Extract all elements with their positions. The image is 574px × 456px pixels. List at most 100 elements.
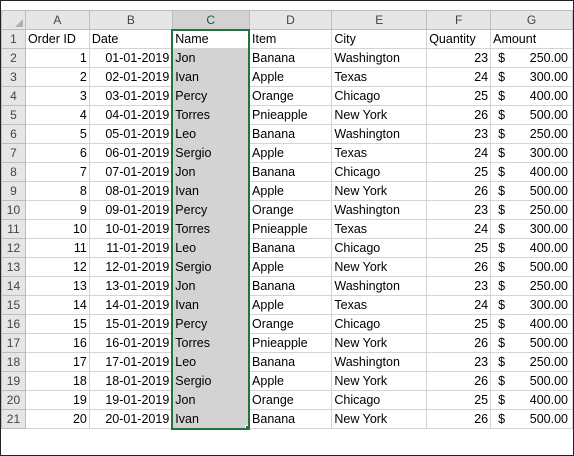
cell-city[interactable]: Chicago <box>331 390 428 410</box>
cell-date[interactable]: 19-01-2019 <box>88 390 173 410</box>
cell-quantity-header[interactable]: Quantity <box>426 29 492 49</box>
cell-quantity[interactable]: 23 <box>426 48 492 68</box>
cell-amount[interactable]: $500.00 <box>490 257 573 277</box>
cell-name[interactable]: Percy <box>171 314 251 334</box>
cell-quantity[interactable]: 25 <box>426 314 492 334</box>
cell-amount[interactable]: $250.00 <box>490 276 573 296</box>
cell-amount[interactable]: $400.00 <box>490 314 573 334</box>
cell-name[interactable]: Jon <box>171 48 251 68</box>
cell-name[interactable]: Ivan <box>171 409 251 430</box>
cell-quantity[interactable]: 23 <box>426 352 492 372</box>
cell-quantity[interactable]: 24 <box>426 67 492 87</box>
cell-date[interactable]: 04-01-2019 <box>88 105 173 125</box>
cell-item[interactable]: Orange <box>248 390 333 410</box>
cell-date[interactable]: 07-01-2019 <box>88 162 173 182</box>
cell-name[interactable]: Torres <box>171 333 251 353</box>
cell-date-header[interactable]: Date <box>88 29 173 49</box>
cell-item[interactable]: Orange <box>248 86 333 106</box>
cell-name[interactable]: Sergio <box>171 371 251 391</box>
column-header-f[interactable]: F <box>426 10 492 30</box>
cell-order-id[interactable]: 3 <box>24 86 90 106</box>
cell-amount[interactable]: $400.00 <box>490 238 573 258</box>
cell-city[interactable]: Texas <box>331 67 428 87</box>
cell-city[interactable]: Chicago <box>331 314 428 334</box>
cell-city[interactable]: Texas <box>331 143 428 163</box>
cell-city[interactable]: Washington <box>331 276 428 296</box>
cell-amount[interactable]: $300.00 <box>490 219 573 239</box>
cell-date[interactable]: 12-01-2019 <box>88 257 173 277</box>
cell-quantity[interactable]: 23 <box>426 124 492 144</box>
column-header-c[interactable]: C <box>171 10 250 31</box>
cell-amount[interactable]: $300.00 <box>490 295 573 315</box>
row-number[interactable]: 13 <box>1 257 26 277</box>
cell-quantity[interactable]: 25 <box>426 390 492 410</box>
cell-city[interactable]: Texas <box>331 295 428 315</box>
cell-quantity[interactable]: 26 <box>426 409 492 429</box>
cell-city[interactable]: New York <box>331 333 428 353</box>
cell-name[interactable]: Ivan <box>171 181 251 201</box>
cell-order-id-header[interactable]: Order ID <box>24 29 90 49</box>
cell-date[interactable]: 11-01-2019 <box>88 238 173 258</box>
cell-city[interactable]: New York <box>331 105 428 125</box>
cell-quantity[interactable]: 25 <box>426 162 492 182</box>
row-number[interactable]: 21 <box>1 409 26 429</box>
cell-quantity[interactable]: 26 <box>426 257 492 277</box>
cell-date[interactable]: 05-01-2019 <box>88 124 173 144</box>
cell-order-id[interactable]: 2 <box>24 67 90 87</box>
cell-city[interactable]: Chicago <box>331 238 428 258</box>
cell-name[interactable]: Leo <box>171 238 251 258</box>
cell-order-id[interactable]: 13 <box>24 276 90 296</box>
cell-item[interactable]: Apple <box>248 181 333 201</box>
cell-item[interactable]: Apple <box>248 295 333 315</box>
cell-order-id[interactable]: 6 <box>24 143 90 163</box>
cell-amount[interactable]: $400.00 <box>490 162 573 182</box>
row-number[interactable]: 6 <box>1 124 26 144</box>
cell-quantity[interactable]: 24 <box>426 219 492 239</box>
cell-order-id[interactable]: 4 <box>24 105 90 125</box>
cell-item[interactable]: Banana <box>248 409 333 429</box>
cell-name[interactable]: Leo <box>171 124 251 144</box>
cell-date[interactable]: 14-01-2019 <box>88 295 173 315</box>
select-all-corner[interactable] <box>1 10 26 30</box>
cell-quantity[interactable]: 24 <box>426 143 492 163</box>
cell-order-id[interactable]: 7 <box>24 162 90 182</box>
cell-order-id[interactable]: 14 <box>24 295 90 315</box>
row-number[interactable]: 17 <box>1 333 26 353</box>
cell-date[interactable]: 01-01-2019 <box>88 48 173 68</box>
cell-amount[interactable]: $300.00 <box>490 67 573 87</box>
cell-name[interactable]: Sergio <box>171 257 251 277</box>
cell-name[interactable]: Leo <box>171 352 251 372</box>
column-header-e[interactable]: E <box>331 10 428 30</box>
cell-order-id[interactable]: 5 <box>24 124 90 144</box>
cell-city[interactable]: Texas <box>331 219 428 239</box>
column-header-d[interactable]: D <box>248 10 333 30</box>
cell-order-id[interactable]: 11 <box>24 238 90 258</box>
cell-city-header[interactable]: City <box>331 29 428 49</box>
cell-item[interactable]: Pnieapple <box>248 219 333 239</box>
cell-amount[interactable]: $400.00 <box>490 390 573 410</box>
cell-amount[interactable]: $500.00 <box>490 409 573 429</box>
row-number[interactable]: 10 <box>1 200 26 220</box>
cell-name[interactable]: Percy <box>171 200 251 220</box>
row-number[interactable]: 3 <box>1 67 26 87</box>
cell-order-id[interactable]: 18 <box>24 371 90 391</box>
cell-item[interactable]: Banana <box>248 124 333 144</box>
cell-date[interactable]: 03-01-2019 <box>88 86 173 106</box>
cell-date[interactable]: 16-01-2019 <box>88 333 173 353</box>
row-number[interactable]: 2 <box>1 48 26 68</box>
cell-quantity[interactable]: 24 <box>426 295 492 315</box>
cell-quantity[interactable]: 26 <box>426 333 492 353</box>
cell-date[interactable]: 13-01-2019 <box>88 276 173 296</box>
row-number[interactable]: 18 <box>1 352 26 372</box>
cell-order-id[interactable]: 12 <box>24 257 90 277</box>
cell-date[interactable]: 06-01-2019 <box>88 143 173 163</box>
cell-item[interactable]: Apple <box>248 371 333 391</box>
cell-amount[interactable]: $500.00 <box>490 333 573 353</box>
cell-item[interactable]: Pnieapple <box>248 105 333 125</box>
cell-date[interactable]: 10-01-2019 <box>88 219 173 239</box>
fill-handle[interactable] <box>245 424 248 427</box>
cell-item[interactable]: Orange <box>248 200 333 220</box>
cell-order-id[interactable]: 9 <box>24 200 90 220</box>
row-number[interactable]: 20 <box>1 390 26 410</box>
cell-order-id[interactable]: 15 <box>24 314 90 334</box>
